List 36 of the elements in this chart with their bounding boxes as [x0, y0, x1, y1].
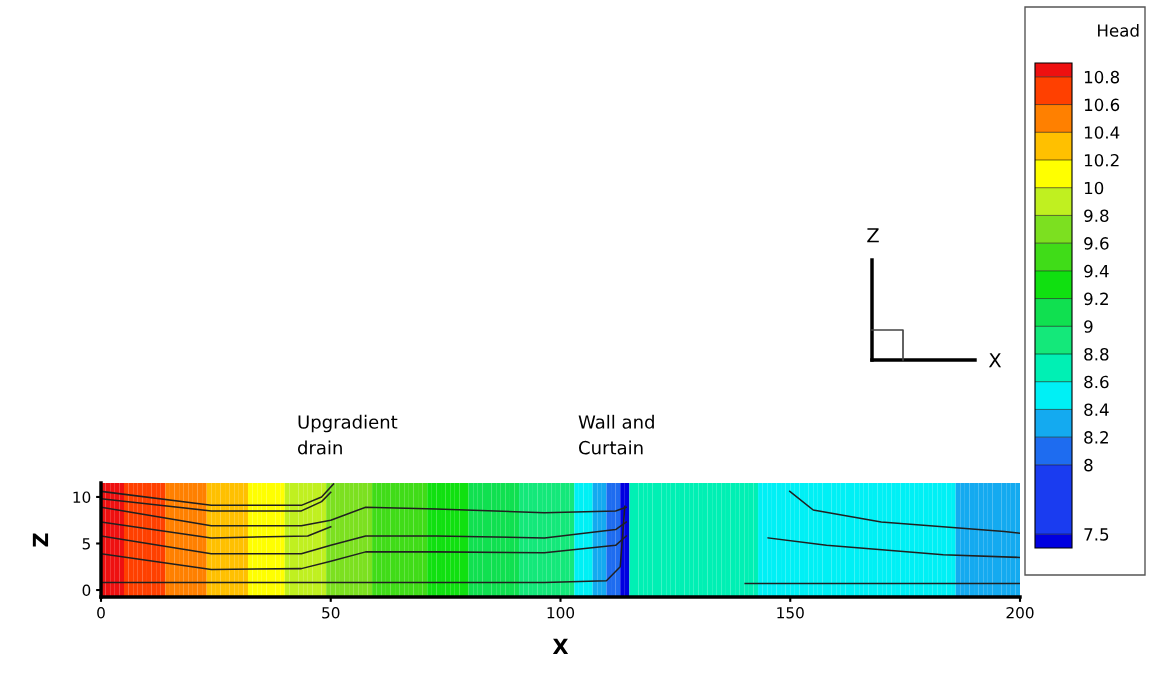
color-bar-label: 10.2 [1084, 153, 1119, 167]
y-tick-label: 5 [82, 538, 90, 550]
line-series [101, 491, 332, 512]
text: X [988, 353, 1002, 368]
y-tick-label: 0 [82, 584, 91, 597]
color-bar-label: 8.6 [1084, 375, 1109, 389]
text: Z [867, 228, 879, 243]
color-bar-label: 8.8 [1084, 347, 1109, 361]
color-bar-label: 9.8 [1084, 209, 1109, 222]
color-bar-label: 10 [1084, 181, 1104, 195]
color-bar-label: 9.4 [1084, 264, 1109, 278]
color-bar-label: 9 [1084, 320, 1093, 333]
color-bar-label: 8.4 [1084, 403, 1109, 416]
text: Wall and Curtain [578, 414, 654, 455]
color-bar-label: 9.6 [1084, 237, 1109, 250]
x-tick-label: 200 [1006, 606, 1034, 619]
line-series [789, 490, 1020, 535]
x-tick-label: 50 [322, 606, 340, 619]
color-bar-label: 9.2 [1084, 292, 1108, 306]
color-bar-label: 8.2 [1084, 431, 1108, 444]
text: Upgradient drain [298, 414, 398, 455]
x-tick-label: 0 [97, 606, 105, 619]
x-tick-label: 150 [777, 606, 804, 619]
color-bar-label: 10.6 [1084, 98, 1120, 112]
color-bar-label: 10.8 [1084, 70, 1120, 84]
line-series [101, 521, 332, 539]
color-bar-label: 10.4 [1084, 126, 1120, 139]
color-bar-label: 7.5 [1084, 528, 1109, 541]
x-axis-title: X [552, 638, 569, 655]
line-series [767, 537, 1020, 559]
line-series [101, 483, 335, 507]
y-tick-label: 10 [73, 491, 91, 503]
color-bar-label: 8 [1084, 458, 1093, 472]
x-tick-label: 100 [547, 606, 575, 619]
color-bar-title: Head [1098, 23, 1139, 37]
y-axis-title: Z [32, 533, 49, 547]
